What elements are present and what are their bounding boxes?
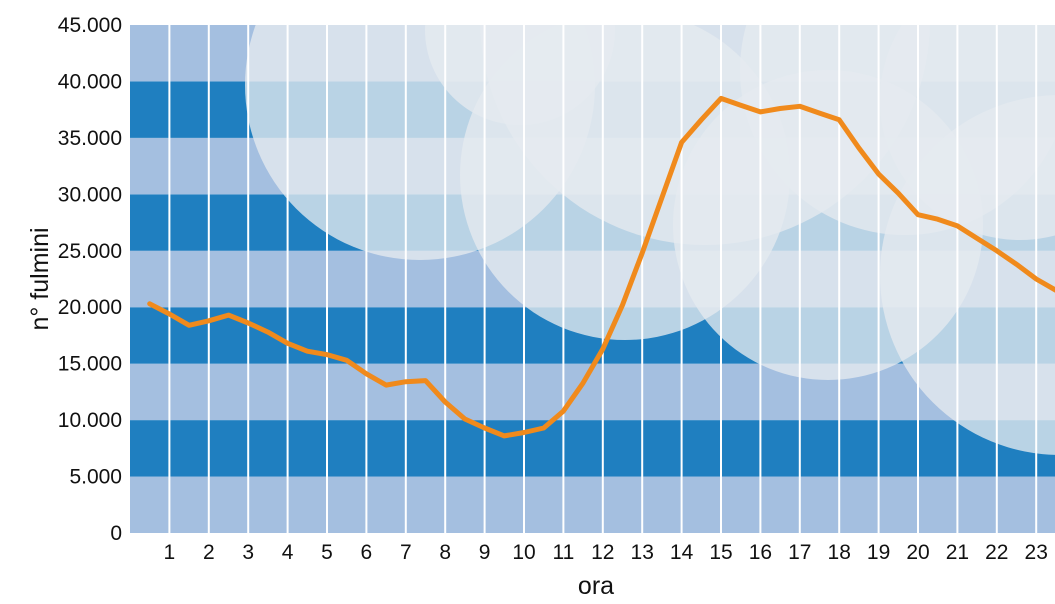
- x-tick-label: 3: [242, 541, 254, 564]
- x-tick-label: 2: [203, 541, 215, 564]
- y-tick-label: 30.000: [58, 183, 122, 206]
- y-tick-label: 15.000: [58, 353, 122, 376]
- y-tick-label: 0: [110, 522, 122, 545]
- y-tick-label: 40.000: [58, 70, 122, 93]
- x-tick-label: 6: [361, 541, 373, 564]
- x-tick-label: 7: [400, 541, 412, 564]
- x-tick-label: 12: [591, 541, 614, 564]
- x-tick-label: 14: [670, 541, 694, 564]
- series-line: [147, 95, 1055, 439]
- x-tick-label: 18: [828, 541, 851, 564]
- x-tick-label: 16: [749, 541, 772, 564]
- y-tick-label: 35.000: [58, 127, 122, 150]
- x-tick-label: 23: [1025, 541, 1048, 564]
- x-tick-label: 13: [631, 541, 654, 564]
- y-tick-label: 25.000: [58, 240, 122, 263]
- x-tick-label: 20: [906, 541, 929, 564]
- x-tick-label: 19: [867, 541, 890, 564]
- x-tick-label: 22: [985, 541, 1008, 564]
- x-axis-title: ora: [578, 572, 614, 600]
- y-tick-label: 5.000: [69, 466, 122, 489]
- x-tick-label: 1: [164, 541, 176, 564]
- x-axis-ticks: 1 2 3 4 5 6 7 8 9 10 11 12 13 14 15 16 17 18 19 20 21 22 23: [164, 541, 1048, 564]
- y-tick-label: 45.000: [58, 14, 122, 37]
- x-tick-label: 4: [282, 541, 294, 564]
- y-axis-title: n° fulmini: [26, 227, 54, 330]
- x-tick-label: 10: [512, 541, 535, 564]
- x-tick-label: 17: [788, 541, 811, 564]
- y-tick-label: 20.000: [58, 296, 122, 319]
- y-tick-label: 10.000: [58, 409, 122, 432]
- band: [130, 363, 1055, 421]
- x-tick-label: 15: [709, 541, 732, 564]
- cloud-overlay: [245, 25, 1055, 455]
- x-tick-label: 11: [552, 541, 574, 564]
- x-tick-label: 9: [479, 541, 491, 564]
- x-tick-label: 21: [946, 541, 969, 564]
- x-tick-label: 5: [321, 541, 333, 564]
- x-tick-label: 8: [439, 541, 451, 564]
- band: [130, 420, 1055, 477]
- y-axis-ticks: 0 5.000 10.000 15.000 20.000 25.000 30.000 35.0…: [58, 14, 122, 545]
- vertical-gridlines: [168, 25, 1038, 533]
- cloud-shape: [880, 95, 1055, 455]
- band: [130, 476, 1055, 533]
